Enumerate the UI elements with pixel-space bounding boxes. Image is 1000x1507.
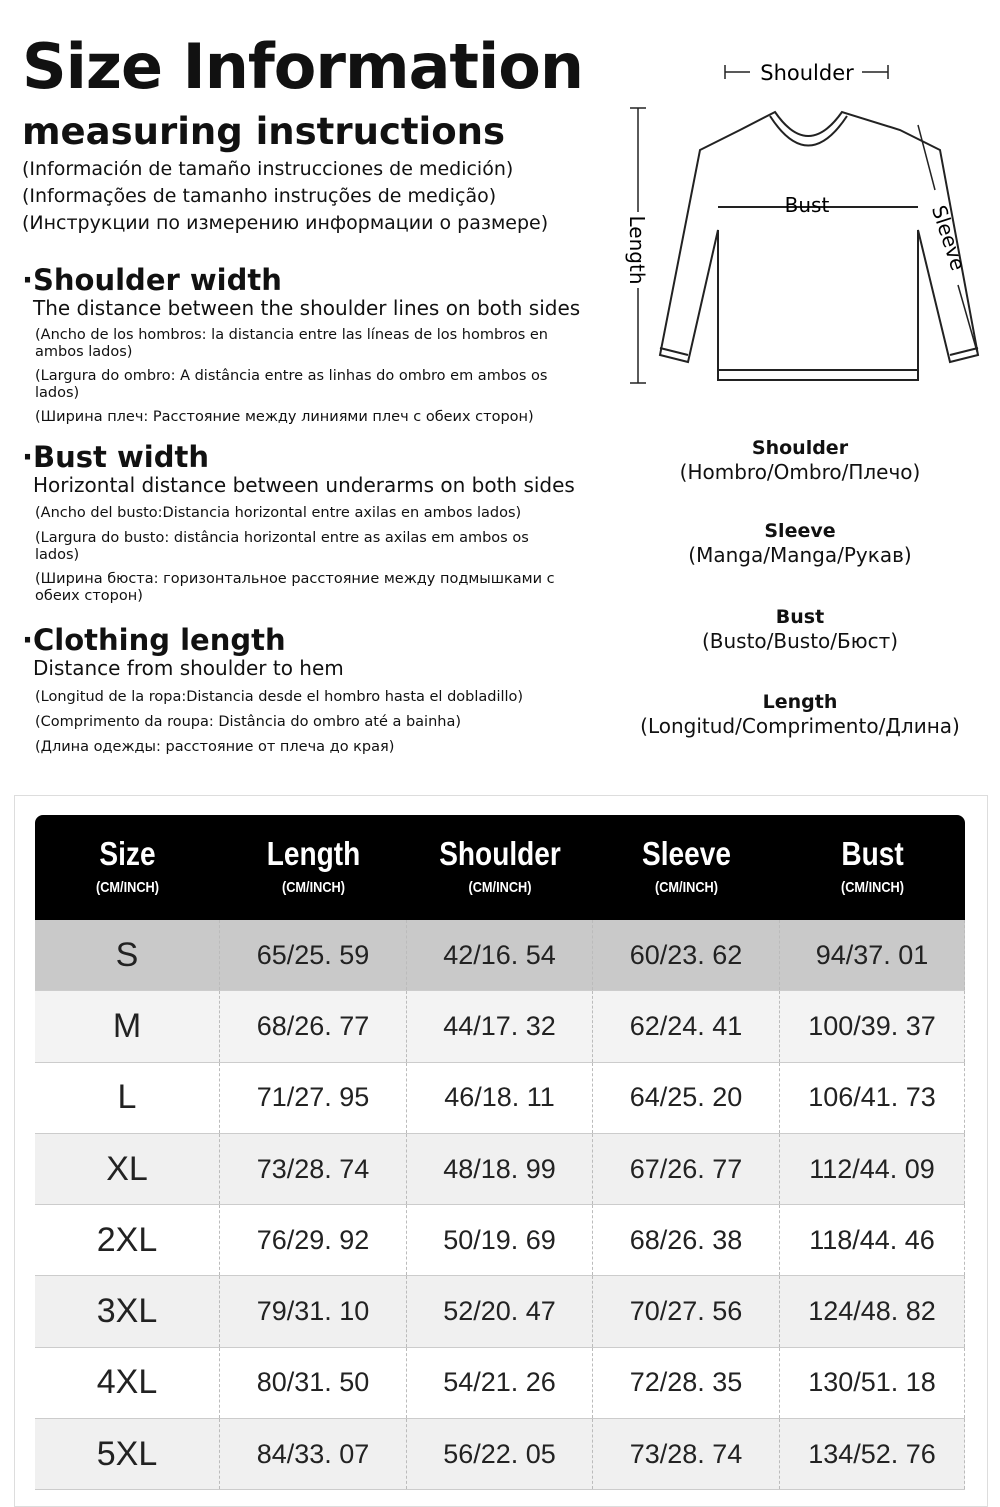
- measurement-cell: 44/17. 32: [407, 991, 593, 1062]
- legend-translation: (Manga/Manga/Рукав): [688, 543, 912, 567]
- measurement-cell: 46/18. 11: [407, 1062, 593, 1133]
- shoulder-width-heading: ·Shoulder width: [22, 263, 282, 297]
- table-row: 5XL 84/33. 07 56/22. 05 73/28. 74 134/52. 76: [35, 1419, 965, 1491]
- measurement-cell: 112/44. 09: [780, 1133, 965, 1205]
- measurement-cell: 106/41. 73: [780, 1062, 965, 1133]
- table-row: 2XL 76/29. 92 50/19. 69 68/26. 38 118/44. 46: [35, 1205, 965, 1277]
- legend-length: Length (Longitud/Comprimento/Длина): [630, 690, 970, 738]
- size-table: Size (CM/INCH) Length (CM/INCH) Shoulder (C…: [35, 815, 965, 1491]
- legend-term: Bust: [775, 606, 825, 628]
- legend-translation: (Hombro/Ombro/Плечо): [679, 460, 921, 484]
- table-row: 3XL 79/31. 10 52/20. 47 70/27. 56 124/48. 82: [35, 1276, 965, 1348]
- measurement-cell: 73/28. 74: [220, 1133, 407, 1205]
- page-subtitle: measuring instructions: [22, 110, 506, 153]
- shoulder-note-ru: (Ширина плеч: Расстояние между линиями п…: [35, 409, 534, 425]
- sleeve-label: Sleeve: [927, 202, 971, 273]
- measurement-cell: 94/37. 01: [780, 920, 965, 991]
- header-length: Length (CM/INCH): [266, 835, 361, 896]
- size-cell: L: [35, 1062, 220, 1133]
- shoulder-note-pt: (Largura do ombro: A distância entre as …: [35, 368, 548, 401]
- header-sleeve: Sleeve (CM/INCH): [642, 835, 731, 896]
- translation-ru: (Инструкции по измерению информации о ра…: [22, 212, 549, 234]
- measurement-cell: 67/26. 77: [593, 1133, 780, 1205]
- legend-bust: Bust (Busto/Busto/Бюст): [630, 605, 970, 653]
- size-cell: 3XL: [35, 1276, 220, 1347]
- legend-term: Sleeve: [764, 520, 836, 542]
- table-row: 4XL 80/31. 50 54/21. 26 72/28. 35 130/51. 18: [35, 1347, 965, 1420]
- measurement-cell: 84/33. 07: [220, 1419, 407, 1490]
- shoulder-width-desc: The distance between the shoulder lines …: [33, 296, 581, 320]
- legend-sleeve: Sleeve (Manga/Manga/Рукав): [630, 519, 970, 567]
- table-row: S 65/25. 59 42/16. 54 60/23. 62 94/37. 01: [35, 920, 965, 992]
- clothing-length-heading: ·Clothing length: [22, 623, 286, 657]
- bust-note-pt: (Largura do busto: distância horizontal …: [35, 530, 529, 563]
- measurement-cell: 70/27. 56: [593, 1276, 780, 1347]
- shoulder-label: Shoulder: [760, 61, 854, 85]
- measurement-cell: 64/25. 20: [593, 1062, 780, 1133]
- measurement-cell: 71/27. 95: [220, 1062, 407, 1133]
- measurement-cell: 124/48. 82: [780, 1276, 965, 1347]
- bust-label: Bust: [785, 193, 830, 217]
- legend-shoulder: Shoulder (Hombro/Ombro/Плечо): [630, 436, 970, 484]
- header-shoulder: Shoulder (CM/INCH): [439, 835, 561, 896]
- measurement-cell: 68/26. 38: [593, 1205, 780, 1276]
- measurement-cell: 73/28. 74: [593, 1419, 780, 1490]
- clothing-length-desc: Distance from shoulder to hem: [33, 656, 344, 680]
- length-note-es: (Longitud de la ropa:Distancia desde el …: [35, 689, 524, 705]
- bust-note-ru: (Ширина бюста: горизонтальное расстояние…: [35, 571, 555, 604]
- table-header: Size (CM/INCH) Length (CM/INCH) Shoulder (C…: [35, 815, 965, 920]
- length-note-ru: (Длина одежды: расстояние от плеча до кр…: [35, 739, 395, 755]
- translation-es: (Información de tamaño instrucciones de …: [22, 158, 514, 180]
- legend-translation: (Busto/Busto/Бюст): [701, 629, 899, 653]
- size-cell: 2XL: [35, 1205, 220, 1276]
- size-cell: 5XL: [35, 1419, 220, 1490]
- measurement-cell: 50/19. 69: [407, 1205, 593, 1276]
- translation-pt: (Informações de tamanho instruções de me…: [22, 185, 497, 207]
- header-size: Size (CM/INCH): [95, 835, 160, 896]
- measurement-cell: 72/28. 35: [593, 1347, 780, 1419]
- measurement-cell: 134/52. 76: [780, 1419, 965, 1490]
- size-cell: XL: [35, 1133, 220, 1205]
- measurement-cell: 52/20. 47: [407, 1276, 593, 1347]
- measurement-cell: 79/31. 10: [220, 1276, 407, 1347]
- shirt-diagram: Shoulder Bust Length Sleeve: [625, 61, 980, 384]
- length-note-pt: (Comprimento da roupa: Distância do ombr…: [35, 714, 462, 730]
- size-cell: M: [35, 991, 220, 1062]
- legend-translation: (Longitud/Comprimento/Длина): [640, 714, 960, 738]
- measurement-cell: 54/21. 26: [407, 1347, 593, 1419]
- table-row: XL 73/28. 74 48/18. 99 67/26. 77 112/44. 09: [35, 1133, 965, 1206]
- measurement-cell: 56/22. 05: [407, 1419, 593, 1490]
- table-row: L 71/27. 95 46/18. 11 64/25. 20 106/41. 73: [35, 1062, 965, 1134]
- legend-term: Shoulder: [751, 437, 849, 459]
- measurement-cell: 62/24. 41: [593, 991, 780, 1062]
- measurement-cell: 130/51. 18: [780, 1347, 965, 1419]
- shoulder-note-es: (Ancho de los hombros: la distancia entr…: [35, 327, 548, 360]
- page-title: Size Information: [22, 30, 584, 103]
- bust-note-es: (Ancho del busto:Distancia horizontal en…: [35, 505, 522, 521]
- measurement-cell: 65/25. 59: [220, 920, 407, 991]
- size-cell: 4XL: [35, 1347, 220, 1419]
- measurement-cell: 76/29. 92: [220, 1205, 407, 1276]
- measurement-cell: 42/16. 54: [407, 920, 593, 991]
- bust-width-desc: Horizontal distance between underarms on…: [33, 473, 575, 497]
- length-label: Length: [625, 216, 649, 285]
- measurement-cell: 100/39. 37: [780, 991, 965, 1062]
- measurement-cell: 118/44. 46: [780, 1205, 965, 1276]
- legend-term: Length: [762, 691, 838, 713]
- measurement-cell: 68/26. 77: [220, 991, 407, 1062]
- header-bust: Bust (CM/INCH): [840, 835, 905, 896]
- measurement-cell: 60/23. 62: [593, 920, 780, 991]
- measurement-cell: 80/31. 50: [220, 1347, 407, 1419]
- table-row: M 68/26. 77 44/17. 32 62/24. 41 100/39. 37: [35, 991, 965, 1063]
- measurement-cell: 48/18. 99: [407, 1133, 593, 1205]
- bust-width-heading: ·Bust width: [22, 440, 209, 474]
- size-cell: S: [35, 920, 220, 991]
- shirt-outline-icon: [658, 110, 980, 381]
